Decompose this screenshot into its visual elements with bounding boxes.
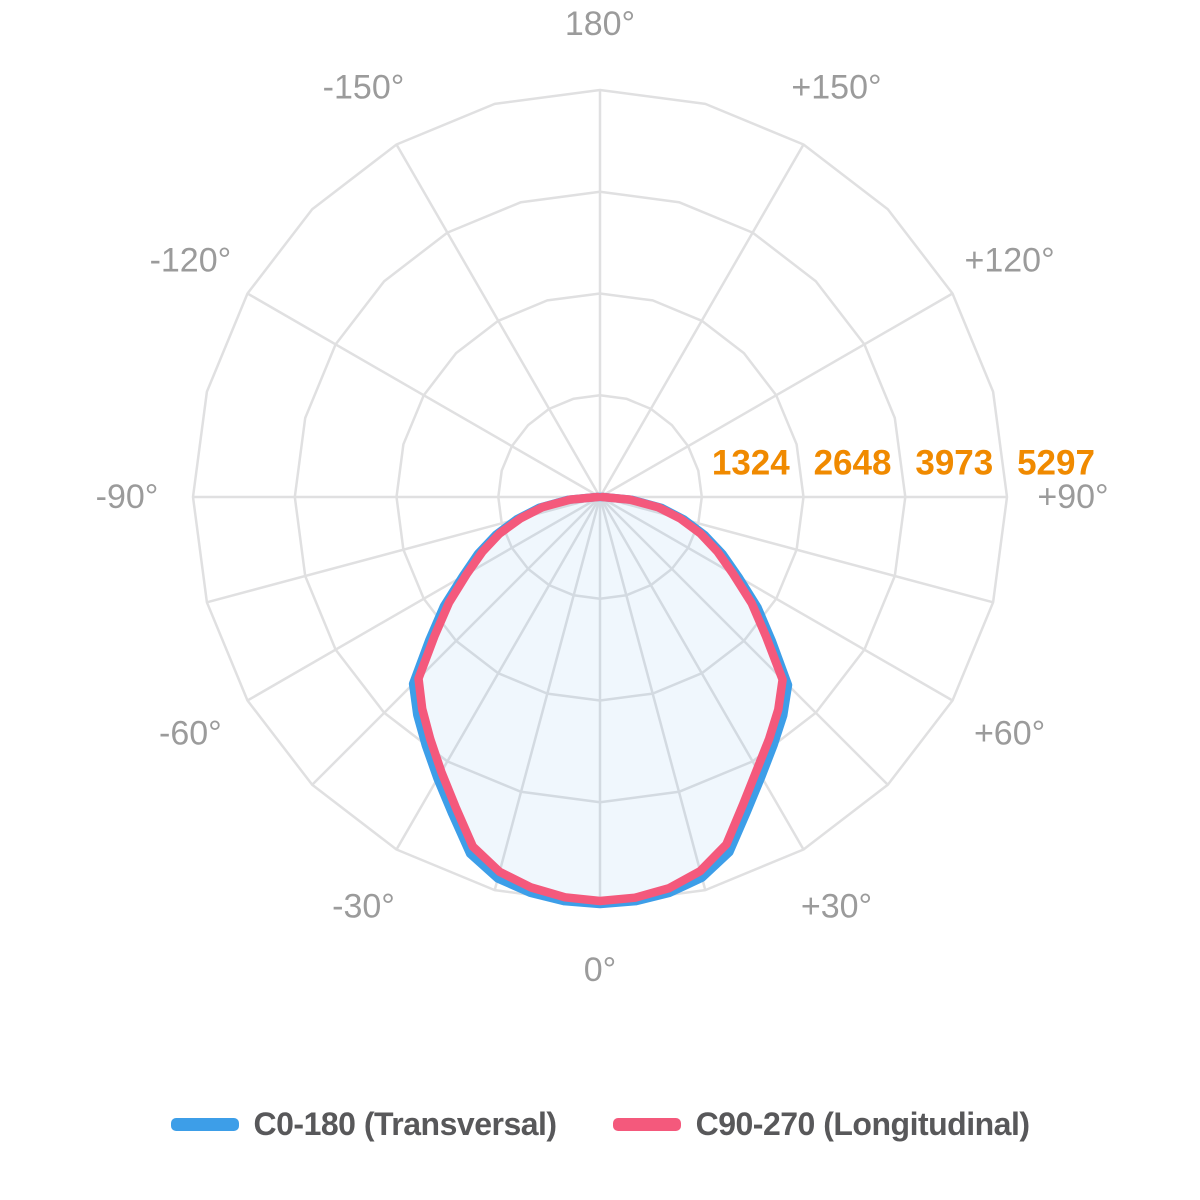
angle-label-120: +120°: [965, 242, 1055, 280]
angle-label-0: 0°: [584, 951, 617, 989]
angle-label--90: -90°: [96, 478, 159, 516]
legend-label-c90-270: C90-270 (Longitudinal): [695, 1105, 1030, 1142]
grid-spoke-30: [598, 496, 805, 851]
legend-label-c0-180: C0-180 (Transversal): [253, 1105, 558, 1142]
grid-minor-spoke--15: [493, 496, 602, 891]
angle-label-180: 180°: [565, 5, 635, 43]
grid-spoke-210: [395, 143, 602, 498]
grid-minor-spoke-45: [599, 496, 889, 786]
grid-spoke-300: [246, 495, 601, 702]
angle-label--150: -150°: [323, 68, 405, 106]
angle-label--30: -30°: [332, 888, 395, 926]
curve-c90-270: [414, 492, 787, 906]
grid-spoke-330: [395, 496, 602, 851]
radial-tick-label-4: 5297: [1017, 444, 1095, 483]
grid-spoke-60: [599, 495, 954, 702]
grid-minor-spoke--45: [311, 496, 601, 786]
angle-label-60: +60°: [974, 715, 1045, 753]
grid-spoke-240: [246, 292, 601, 499]
legend-swatch-c90-270-icon: [612, 1117, 681, 1131]
legend-item-c90-270[interactable]: C90-270 (Longitudinal): [612, 1105, 1030, 1143]
angle-label-30: +30°: [801, 888, 872, 926]
grid-minor-spoke-15: [598, 496, 707, 891]
angle-label-90: +90°: [1037, 478, 1108, 516]
angle-label--120: -120°: [150, 242, 232, 280]
radial-tick-label-3: 3973: [915, 444, 993, 483]
grid-spoke-120: [599, 292, 954, 499]
chart-legend: C0-180 (Transversal) C90-270 (Longitudin…: [0, 1098, 1200, 1150]
grid-spoke-150: [598, 143, 805, 498]
angle-label-150: +150°: [791, 68, 881, 106]
radial-tick-label-1: 1324: [712, 444, 790, 483]
legend-item-c0-180[interactable]: C0-180 (Transversal): [170, 1105, 558, 1143]
radial-tick-label-2: 2648: [814, 444, 892, 483]
angle-label--60: -60°: [159, 715, 222, 753]
legend-swatch-c0-180-icon: [170, 1117, 239, 1131]
polar-chart-canvas: 1324 2648 3973 5297 0° +30° -30° +60° -60° +90° -9…: [96, 5, 1109, 989]
